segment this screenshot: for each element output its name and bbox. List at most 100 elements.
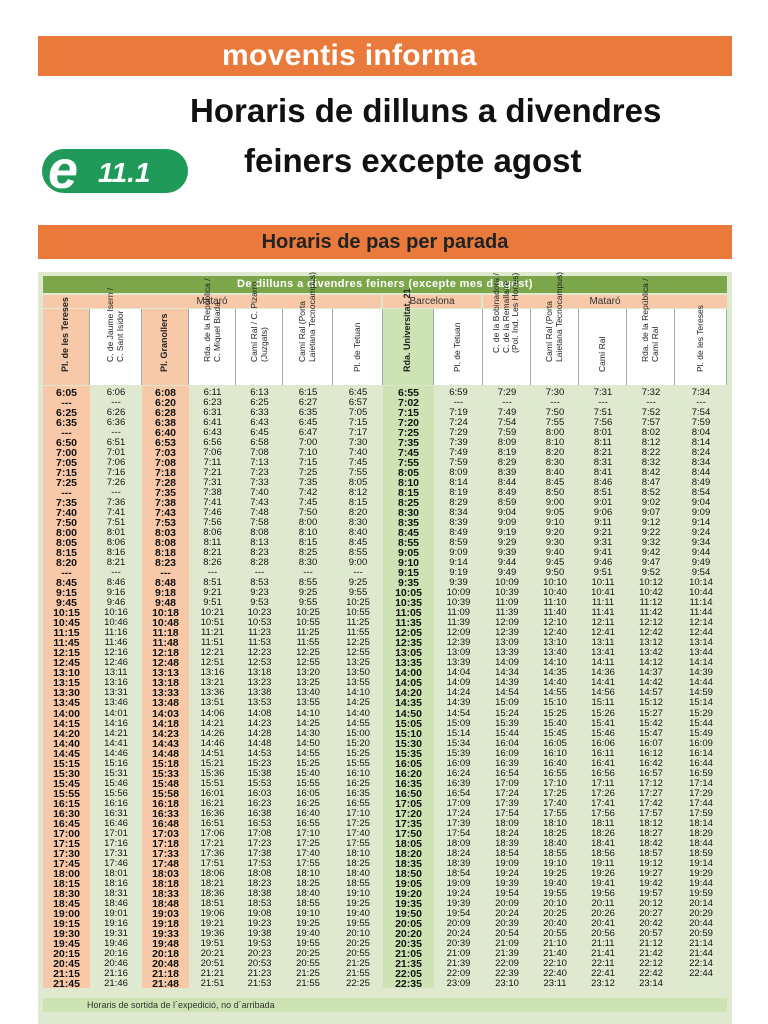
table-cell: 14:23 xyxy=(247,717,272,729)
table-cell: 6:25 xyxy=(55,407,77,420)
table-cell: 16:06 xyxy=(591,737,615,749)
table-cell: 7:15 xyxy=(298,457,318,469)
table-row: 19:30 19:31 19:33 19:36 19:38 19:40 20:10 20:20… xyxy=(43,927,727,939)
table-cell: 14:41 xyxy=(104,737,128,749)
table-cell: 8:21 xyxy=(106,557,126,569)
table-cell: 19:57 xyxy=(639,887,663,899)
table-cell: 14:04 xyxy=(446,667,471,679)
table-cell: 9:53 xyxy=(250,597,269,609)
table-cell: 19:20 xyxy=(395,887,422,900)
table-row: 7:35 7:36 7:38 7:41 7:43 7:45 8:15 8:25 8:29 8:59… xyxy=(43,497,727,510)
table-cell: 8:09 xyxy=(449,467,468,479)
table-cell: 9:41 xyxy=(593,547,613,559)
table-cell: 17:40 xyxy=(346,827,370,839)
table-cell: 10:21 xyxy=(200,607,225,619)
column-header-label: Rda. de la República / Camí Ral xyxy=(640,278,660,362)
table-cell: 8:10 xyxy=(397,477,419,490)
table-cell: 20:21 xyxy=(200,947,225,959)
table-cell: 14:11 xyxy=(591,657,615,669)
table-cell: 14:18 xyxy=(152,717,179,730)
table-cell: 20:11 xyxy=(591,897,615,909)
table-cell: 17:03 xyxy=(152,827,179,840)
table-cell: 6:40 xyxy=(154,427,176,440)
table-cell: 10:40 xyxy=(543,587,567,599)
table-cell: 13:25 xyxy=(346,657,370,669)
table-cell: 17:09 xyxy=(446,797,471,809)
table-cell: 14:54 xyxy=(446,707,471,719)
table-cell: 17:29 xyxy=(689,787,713,799)
table-cell: 7:51 xyxy=(106,517,126,529)
table-cell: 15:18 xyxy=(152,757,179,770)
table-cell: 10:41 xyxy=(591,587,615,599)
table-cell: 18:42 xyxy=(639,837,663,849)
table-cell: 8:10 xyxy=(545,437,565,449)
table-cell: 14:26 xyxy=(200,727,225,739)
table-cell: 18:44 xyxy=(689,837,713,849)
table-cell: 16:23 xyxy=(247,797,272,809)
table-cell: 10:51 xyxy=(200,617,225,629)
table-cell: 21:45 xyxy=(53,977,80,990)
table-cell: 23:12 xyxy=(591,977,615,989)
column-header-label: Camí Ral (Porta Laietana Tecnocampus) xyxy=(544,271,564,362)
table-cell: 8:45 xyxy=(348,537,368,549)
table-cell: --- xyxy=(160,567,171,580)
table-cell: 16:14 xyxy=(689,747,713,759)
table-cell: 15:39 xyxy=(495,717,519,729)
table-cell: 10:05 xyxy=(395,587,422,600)
table-cell: 9:21 xyxy=(593,527,613,539)
table-cell: 8:28 xyxy=(250,557,269,569)
table-cell: 11:14 xyxy=(689,597,713,609)
table-cell: 16:01 xyxy=(200,787,225,799)
page-title: Horaris de dilluns a divendres feiners e… xyxy=(190,86,760,186)
table-cell: 17:10 xyxy=(296,827,320,839)
table-cell: 6:45 xyxy=(348,387,368,398)
table-cell: 15:42 xyxy=(639,717,663,729)
table-cell: 12:23 xyxy=(247,647,272,659)
group-label-mataro-1: Mataró xyxy=(43,295,381,308)
table-cell: 15:33 xyxy=(152,767,179,780)
table-cell: 14:10 xyxy=(346,687,370,699)
table-cell: 17:41 xyxy=(591,797,615,809)
table-cell: 19:54 xyxy=(495,887,519,899)
table-cell: 15:25 xyxy=(543,707,567,719)
table-cell: 15:26 xyxy=(591,707,615,719)
table-cell: 8:02 xyxy=(641,427,661,439)
table-cell: 15:21 xyxy=(200,757,225,769)
table-cell: 16:55 xyxy=(296,817,320,829)
table-cell: 7:59 xyxy=(497,427,517,439)
table-cell: 19:50 xyxy=(395,907,422,920)
table-cell: 16:50 xyxy=(395,787,422,800)
table-cell: 23:14 xyxy=(639,977,663,989)
table-cell: 19:06 xyxy=(200,907,225,919)
table-cell: 17:54 xyxy=(495,807,519,819)
table-cell: 15:09 xyxy=(446,717,471,729)
table-cell: 19:25 xyxy=(543,867,567,879)
table-cell: 9:11 xyxy=(594,517,612,529)
table-cell: 21:39 xyxy=(495,947,519,959)
table-cell: 6:47 xyxy=(298,427,318,439)
table-cell: --- xyxy=(61,397,72,410)
table-cell: 19:31 xyxy=(104,927,128,939)
table-cell: 16:42 xyxy=(639,757,663,769)
table-cell: 7:38 xyxy=(154,497,176,510)
table-cell: 14:10 xyxy=(543,657,567,669)
table-cell: 9:04 xyxy=(497,507,517,519)
table-cell: 8:53 xyxy=(250,577,269,589)
table-cell: 8:46 xyxy=(106,577,126,589)
table-cell: 12:55 xyxy=(346,647,370,659)
table-cell: 9:54 xyxy=(691,567,711,579)
table-row: 20:15 20:16 20:18 20:21 20:23 20:25 20:55 21:05… xyxy=(43,947,727,959)
column-header: C. de Jaume Isern / C. Sant Isidor xyxy=(90,288,142,385)
table-cell: 20:25 xyxy=(296,947,320,959)
table-cell: 7:55 xyxy=(397,457,419,470)
table-cell: 18:18 xyxy=(152,877,179,890)
table-row: 17:30 17:31 17:33 17:36 17:38 17:40 18:10 18:20… xyxy=(43,847,727,859)
table-cell: 9:18 xyxy=(154,587,176,600)
table-cell: 16:51 xyxy=(200,817,225,829)
table-cell: 20:39 xyxy=(446,937,471,949)
table-cell: 22:11 xyxy=(591,957,615,969)
table-cell: --- xyxy=(502,397,512,409)
table-cell: 17:31 xyxy=(104,847,128,859)
table-cell: 14:39 xyxy=(446,697,471,709)
table-cell: 7:40 xyxy=(250,487,269,499)
